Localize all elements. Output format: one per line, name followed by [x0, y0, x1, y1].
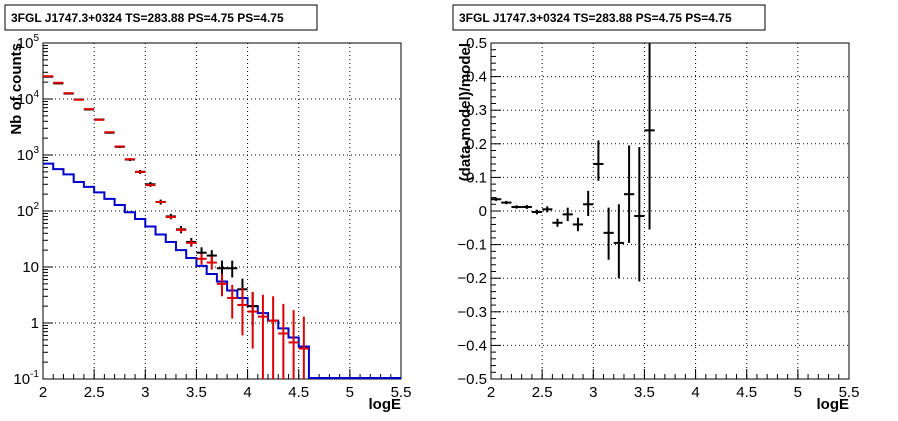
- residual-y-tick-label: −0.4: [457, 337, 487, 354]
- residual-x-tick-label: 2.5: [532, 384, 553, 401]
- counts-data-point: [257, 294, 269, 379]
- residual-x-tick-label: 3: [589, 384, 597, 401]
- residual-x-axis-title: logE: [817, 396, 850, 413]
- residual-x-tick-label: 5.5: [839, 384, 860, 401]
- counts-data-point: [288, 310, 299, 379]
- counts-x-tick-label: 5.5: [391, 384, 412, 401]
- counts-data-point: [227, 284, 238, 319]
- residual-chart-title: 3FGL J1747.3+0324 TS=283.88 PS=4.75 PS=4…: [459, 11, 732, 25]
- counts-x-tick-label: 2.5: [84, 384, 105, 401]
- counts-x-tick-label: 2: [39, 384, 47, 401]
- counts-data-point: [145, 183, 156, 187]
- residual-data-point: [572, 217, 584, 232]
- counts-y-tick-label: 105: [17, 33, 40, 52]
- residual-data-point: [501, 200, 512, 205]
- residual-y-tick-label: −0.5: [457, 371, 487, 388]
- residual-y-tick-label: 0.4: [466, 69, 487, 86]
- counts-data-point: [175, 227, 187, 233]
- counts-y-tick-label: 10-1: [13, 369, 39, 388]
- counts-data-point: [135, 170, 146, 173]
- residual-y-tick-label: 0.1: [466, 169, 487, 186]
- counts-data-point: [104, 131, 115, 134]
- counts-data-point: [94, 118, 105, 121]
- counts-data-point: [237, 288, 248, 336]
- counts-y-tick-label: 102: [17, 201, 40, 220]
- residual-data-point: [511, 205, 522, 209]
- counts-data-point: [83, 108, 95, 111]
- counts-x-tick-label: 3.5: [186, 384, 207, 401]
- counts-x-tick-label: 4.5: [288, 384, 309, 401]
- counts-y-tick-label: 1: [31, 315, 39, 332]
- residual-data-point: [603, 207, 614, 260]
- residual-data-point: [521, 204, 532, 209]
- residual-data-point: [583, 190, 594, 217]
- residual-data-point: [634, 147, 645, 282]
- counts-y-axis-title: Nb of counts: [8, 43, 25, 135]
- counts-x-tick-label: 3: [141, 384, 149, 401]
- residual-y-tick-label: 0.5: [466, 35, 487, 52]
- counts-data-point: [165, 215, 176, 219]
- counts-data-point: [43, 75, 54, 78]
- residual-data-point: [593, 140, 604, 181]
- counts-x-tick-label: 4: [243, 384, 251, 401]
- counts-y-tick-label: 10: [22, 259, 39, 276]
- counts-x-axis-title: logE: [369, 396, 402, 413]
- residual-data-point: [552, 218, 563, 227]
- counts-panel: 3FGL J1747.3+0324 TS=283.88 PS=4.75 PS=4…: [4, 4, 411, 413]
- counts-data-point: [155, 200, 166, 204]
- residual-x-tick-label: 4: [691, 384, 699, 401]
- residual-data-point: [613, 204, 624, 279]
- residual-data-point: [531, 209, 543, 215]
- residual-data-point: [623, 145, 635, 243]
- counts-data-point: [298, 316, 309, 379]
- residual-data-point: [491, 197, 502, 201]
- counts-axis-ticks: 2 2.5 3 3.5 4 4.5 5 5.5 10-1 1 10 102 103 104 105: [13, 33, 411, 401]
- residual-title-box: 3FGL J1747.3+0324 TS=283.88 PS=4.75 PS=4…: [452, 4, 766, 31]
- counts-x-tick-label: 5: [346, 384, 354, 401]
- counts-data-point: [247, 291, 258, 349]
- counts-data-point: [196, 254, 207, 265]
- residual-x-tick-label: 2: [487, 384, 495, 401]
- counts-data-point: [216, 273, 228, 297]
- counts-data-point: [124, 158, 136, 161]
- residual-title-frame: [452, 4, 766, 31]
- residual-y-tick-label: 0.2: [466, 136, 487, 153]
- counts-series: [43, 75, 401, 379]
- residual-x-tick-label: 5: [794, 384, 802, 401]
- counts-y-tick-label: 103: [17, 145, 40, 164]
- residual-panel: 3FGL J1747.3+0324 TS=283.88 PS=4.75 PS=4…: [452, 4, 859, 413]
- counts-data-point: [53, 81, 64, 84]
- counts-y-tick-label: 104: [17, 89, 40, 108]
- residual-y-axis-title: (data-model)/model: [457, 43, 474, 181]
- counts-data-point: [63, 92, 74, 95]
- residual-y-tick-label: 0.3: [466, 102, 487, 119]
- counts-data-point: [278, 303, 289, 379]
- counts-data-point: [186, 240, 197, 246]
- counts-model-step-line: [43, 162, 401, 379]
- residual-data-point: [542, 206, 553, 213]
- residual-grid: [491, 43, 849, 379]
- residual-y-tick-label: −0.1: [457, 237, 487, 254]
- counts-data-point: [114, 145, 125, 148]
- counts-title-frame: [4, 4, 318, 31]
- residual-y-tick-label: 0: [479, 203, 487, 220]
- counts-grid: [43, 43, 401, 379]
- counts-data-point: [206, 256, 217, 270]
- residual-y-tick-label: −0.2: [457, 270, 487, 287]
- counts-data-point: [268, 296, 279, 379]
- residual-axis-ticks: 2 2.5 3 3.5 4 4.5 5 5.5 −0.5 −0.4 −0.3 −0.2 −0.1 0 0.1…: [457, 35, 859, 401]
- residual-data-point: [562, 207, 573, 222]
- residual-x-tick-label: 4.5: [736, 384, 757, 401]
- residual-x-tick-label: 3.5: [634, 384, 655, 401]
- residual-y-tick-label: −0.3: [457, 304, 487, 321]
- counts-chart-title: 3FGL J1747.3+0324 TS=283.88 PS=4.75 PS=4…: [11, 11, 284, 25]
- counts-data-point: [227, 260, 238, 278]
- residual-series: [491, 43, 655, 282]
- counts-data-point: [73, 98, 84, 101]
- residual-data-point: [644, 43, 655, 230]
- counts-title-box: 3FGL J1747.3+0324 TS=283.88 PS=4.75 PS=4…: [4, 4, 318, 31]
